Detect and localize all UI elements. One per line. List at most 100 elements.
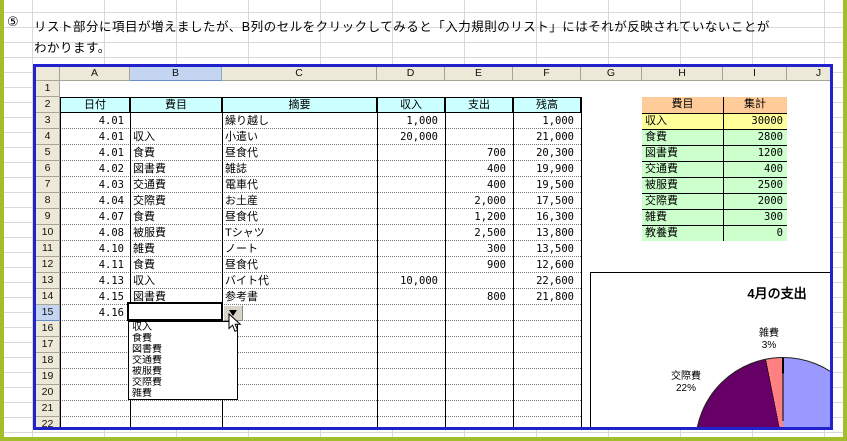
cell-F11[interactable]: 13,500: [536, 243, 574, 255]
cell-E5[interactable]: 700: [487, 147, 506, 159]
cell-F8[interactable]: 17,500: [536, 195, 574, 207]
summary-cell-I3[interactable]: 30000: [723, 113, 787, 129]
cell-D6[interactable]: [377, 161, 443, 177]
row-header-6[interactable]: 6: [36, 161, 60, 177]
dropdown-item-1[interactable]: 収入: [132, 322, 152, 333]
dropdown-item-2[interactable]: 食費: [132, 333, 152, 344]
cell-D10[interactable]: [377, 225, 443, 241]
cell-C9[interactable]: 昼食代: [225, 211, 258, 223]
row-header-15[interactable]: 15: [36, 305, 60, 321]
cell-F12[interactable]: 12,600: [536, 259, 574, 271]
column-header-G[interactable]: G: [581, 67, 642, 81]
row-header-16[interactable]: 16: [36, 321, 60, 337]
column-header-D[interactable]: D: [377, 67, 445, 81]
summary-cell-H6[interactable]: 交通費: [642, 161, 723, 177]
summary-cell-I5[interactable]: 1200: [723, 145, 787, 161]
cell-B5[interactable]: 食費: [133, 147, 155, 159]
cell-A8[interactable]: 4.04: [98, 195, 124, 207]
cell-C12[interactable]: 昼食代: [225, 259, 258, 271]
ledger-header-A2[interactable]: 日付: [60, 97, 130, 113]
summary-header-item[interactable]: 費目: [642, 97, 723, 113]
column-header-H[interactable]: H: [642, 67, 723, 81]
summary-cell-H8[interactable]: 交際費: [642, 193, 723, 209]
cell-E15[interactable]: [445, 305, 511, 321]
row-header-10[interactable]: 10: [36, 225, 60, 241]
column-header-E[interactable]: E: [445, 67, 513, 81]
cell-E14[interactable]: 800: [487, 291, 506, 303]
cell-D8[interactable]: [377, 193, 443, 209]
cell-D7[interactable]: [377, 177, 443, 193]
cell-A7[interactable]: 4.03: [98, 179, 124, 191]
row-header-2[interactable]: 2: [36, 97, 60, 113]
column-header-C[interactable]: C: [222, 67, 377, 81]
cell-D14[interactable]: [377, 289, 443, 305]
select-all-corner[interactable]: [36, 67, 60, 81]
summary-cell-I9[interactable]: 300: [723, 209, 787, 225]
cell-A11[interactable]: 4.10: [98, 243, 124, 255]
cell-F10[interactable]: 13,800: [536, 227, 574, 239]
summary-header-total[interactable]: 集計: [723, 97, 787, 113]
cell-C13[interactable]: バイト代: [225, 275, 269, 287]
cell-B11[interactable]: 雑費: [133, 243, 155, 255]
summary-cell-H3[interactable]: 収入: [642, 113, 723, 129]
cell-A12[interactable]: 4.11: [98, 259, 124, 271]
cell-F6[interactable]: 19,900: [536, 163, 574, 175]
cell-E4[interactable]: [445, 129, 511, 145]
cell-D11[interactable]: [377, 241, 443, 257]
column-header-I[interactable]: I: [723, 67, 787, 81]
summary-cell-I8[interactable]: 2000: [723, 193, 787, 209]
cell-D5[interactable]: [377, 145, 443, 161]
dropdown-item-3[interactable]: 図書費: [132, 344, 162, 355]
cell-C4[interactable]: 小遣い: [225, 131, 258, 143]
cell-C10[interactable]: Tシャツ: [225, 227, 265, 239]
cell-F15[interactable]: [513, 305, 579, 321]
cell-C3[interactable]: 繰り越し: [225, 115, 269, 127]
row-header-3[interactable]: 3: [36, 113, 60, 129]
cell-C8[interactable]: お土産: [225, 195, 258, 207]
cell-D4[interactable]: 20,000: [400, 131, 438, 143]
cell-A4[interactable]: 4.01: [98, 131, 124, 143]
cell-B12[interactable]: 食費: [133, 259, 155, 271]
cell-B3[interactable]: [133, 113, 222, 129]
selected-cell-B15[interactable]: [127, 302, 223, 321]
row-header-4[interactable]: 4: [36, 129, 60, 145]
summary-cell-I6[interactable]: 400: [723, 161, 787, 177]
row-header-1[interactable]: 1: [36, 81, 60, 97]
cell-C11[interactable]: ノート: [225, 243, 258, 255]
cell-D13[interactable]: 10,000: [400, 275, 438, 287]
row-header-20[interactable]: 20: [36, 385, 60, 401]
summary-cell-I4[interactable]: 2800: [723, 129, 787, 145]
column-header-B[interactable]: B: [130, 67, 222, 81]
cell-E13[interactable]: [445, 273, 511, 289]
row-header-8[interactable]: 8: [36, 193, 60, 209]
cell-B8[interactable]: 交際費: [133, 195, 166, 207]
cell-A10[interactable]: 4.08: [98, 227, 124, 239]
cell-E3[interactable]: [445, 113, 511, 129]
summary-cell-H4[interactable]: 食費: [642, 129, 723, 145]
cell-C14[interactable]: 参考書: [225, 291, 258, 303]
row-header-12[interactable]: 12: [36, 257, 60, 273]
row-header-19[interactable]: 19: [36, 369, 60, 385]
cell-D3[interactable]: 1,000: [406, 115, 438, 127]
column-header-F[interactable]: F: [513, 67, 581, 81]
cell-F9[interactable]: 16,300: [536, 211, 574, 223]
cell-A15[interactable]: 4.16: [98, 307, 124, 319]
cell-B9[interactable]: 食費: [133, 211, 155, 223]
cell-B4[interactable]: 収入: [133, 131, 155, 143]
row-header-21[interactable]: 21: [36, 401, 60, 417]
cell-E6[interactable]: 400: [487, 163, 506, 175]
dropdown-item-6[interactable]: 交際費: [132, 377, 162, 388]
ledger-header-F2[interactable]: 残高: [513, 97, 581, 113]
row-header-9[interactable]: 9: [36, 209, 60, 225]
row-header-17[interactable]: 17: [36, 337, 60, 353]
cell-A6[interactable]: 4.02: [98, 163, 124, 175]
summary-cell-H5[interactable]: 図書費: [642, 145, 723, 161]
cell-E8[interactable]: 2,000: [474, 195, 506, 207]
cell-E7[interactable]: 400: [487, 179, 506, 191]
cell-A13[interactable]: 4.13: [98, 275, 124, 287]
cell-B14[interactable]: 図書費: [133, 291, 166, 303]
row-header-14[interactable]: 14: [36, 289, 60, 305]
summary-cell-H10[interactable]: 教養費: [642, 225, 723, 241]
row-header-18[interactable]: 18: [36, 353, 60, 369]
column-header-A[interactable]: A: [60, 67, 130, 81]
